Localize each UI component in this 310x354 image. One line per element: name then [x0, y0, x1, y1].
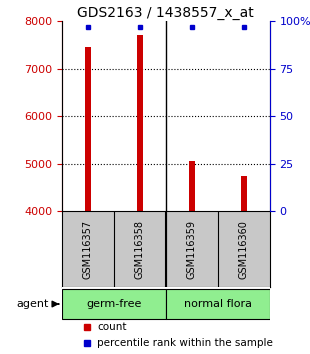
Bar: [62, 289, 166, 319]
Text: normal flora: normal flora: [184, 299, 252, 309]
Text: agent: agent: [17, 299, 49, 309]
Text: percentile rank within the sample: percentile rank within the sample: [97, 338, 273, 348]
Text: germ-free: germ-free: [86, 299, 142, 309]
Title: GDS2163 / 1438557_x_at: GDS2163 / 1438557_x_at: [78, 6, 254, 20]
Bar: [189, 161, 195, 211]
Bar: [241, 176, 247, 211]
Text: count: count: [97, 322, 127, 332]
Bar: [166, 289, 270, 319]
Text: GSM116359: GSM116359: [187, 220, 197, 279]
Text: GSM116358: GSM116358: [135, 220, 145, 279]
Text: GSM116357: GSM116357: [83, 219, 93, 279]
Bar: [137, 35, 143, 211]
Bar: [85, 47, 91, 211]
Text: GSM116360: GSM116360: [239, 220, 249, 279]
